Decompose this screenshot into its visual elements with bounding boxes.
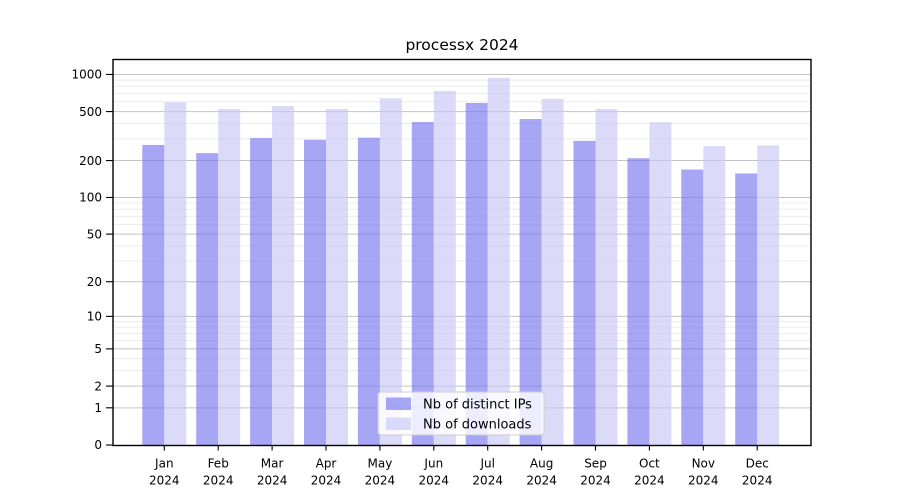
bar-distinct-ips xyxy=(519,119,542,446)
bar-distinct-ips xyxy=(627,158,650,446)
y-tick-label: 0 xyxy=(94,438,102,452)
x-tick-label-month: Oct xyxy=(639,457,660,471)
bar-downloads xyxy=(541,98,564,446)
legend-label-downloads: Nb of downloads xyxy=(423,418,532,433)
legend-swatch-distinct-ips xyxy=(386,397,411,410)
bar-downloads xyxy=(326,108,348,446)
y-tick-label: 100 xyxy=(79,191,102,205)
bar-distinct-ips xyxy=(465,102,488,446)
bar-distinct-ips xyxy=(250,138,273,446)
x-tick-label-year: 2024 xyxy=(257,474,288,488)
x-tick-label-month: Jan xyxy=(154,457,174,471)
x-tick-label-year: 2024 xyxy=(419,474,450,488)
legend: Nb of distinct IPs Nb of downloads xyxy=(377,391,545,436)
y-tick-label: 5 xyxy=(94,342,102,356)
plot-border xyxy=(112,58,812,447)
x-tick-label-month: Feb xyxy=(208,457,229,471)
bar-distinct-ips xyxy=(681,169,704,446)
bar-downloads xyxy=(433,90,456,446)
y-tick-label: 10 xyxy=(87,310,102,324)
legend-swatch-downloads xyxy=(386,417,411,430)
x-tick-label-year: 2024 xyxy=(203,474,234,488)
bar-distinct-ips xyxy=(411,122,434,446)
legend-box xyxy=(377,391,545,436)
y-tick-label: 20 xyxy=(87,275,102,289)
bar-distinct-ips xyxy=(304,139,326,446)
x-tick-label-year: 2024 xyxy=(365,474,396,488)
x-tick-label-month: Nov xyxy=(692,457,715,471)
bar-downloads xyxy=(487,77,510,446)
bar-distinct-ips xyxy=(735,173,758,446)
bar-downloads xyxy=(757,145,780,446)
y-tick-label: 2 xyxy=(94,379,102,393)
y-tick-label: 500 xyxy=(79,105,102,119)
bar-downloads xyxy=(164,102,187,446)
x-tick-label-year: 2024 xyxy=(149,474,180,488)
x-tick-label-year: 2024 xyxy=(580,474,611,488)
x-tick-label-year: 2024 xyxy=(742,474,773,488)
x-tick-label-year: 2024 xyxy=(634,474,665,488)
x-tick-label-month: Apr xyxy=(316,457,337,471)
bar-downloads xyxy=(272,105,295,446)
x-tick-label-year: 2024 xyxy=(311,474,342,488)
bar-distinct-ips xyxy=(142,144,165,446)
bar-downloads xyxy=(379,98,402,446)
bar-downloads xyxy=(218,108,241,446)
chart-title: processx 2024 xyxy=(405,36,519,54)
bar-distinct-ips xyxy=(357,137,380,446)
x-tick-label-year: 2024 xyxy=(688,474,719,488)
x-tick-label-month: Jul xyxy=(479,457,494,471)
x-tick-label-month: Aug xyxy=(530,457,553,471)
x-tick-label-month: Mar xyxy=(261,457,284,471)
y-tick-label: 200 xyxy=(79,154,102,168)
legend-label-distinct-ips: Nb of distinct IPs xyxy=(423,398,532,413)
y-tick-label: 50 xyxy=(87,227,102,241)
x-tick-label-month: Jun xyxy=(423,457,443,471)
bar-distinct-ips xyxy=(573,140,596,446)
x-tick-label-year: 2024 xyxy=(526,474,557,488)
x-tick-label-month: Dec xyxy=(746,457,769,471)
bar-downloads xyxy=(703,146,726,446)
y-tick-label: 1 xyxy=(94,401,102,415)
bar-distinct-ips xyxy=(196,153,219,446)
y-tick-label: 1000 xyxy=(71,68,102,82)
bar-downloads xyxy=(595,108,618,446)
x-tick-label-month: May xyxy=(367,457,392,471)
x-tick-label-year: 2024 xyxy=(472,474,503,488)
x-tick-label-month: Sep xyxy=(584,457,607,471)
bar-downloads xyxy=(649,122,672,446)
